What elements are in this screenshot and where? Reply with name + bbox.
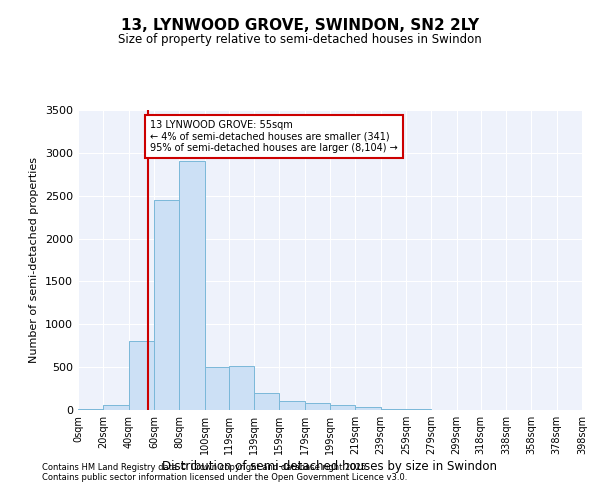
Text: Contains public sector information licensed under the Open Government Licence v3: Contains public sector information licen… xyxy=(42,474,407,482)
Bar xyxy=(103,406,128,410)
Text: 13 LYNWOOD GROVE: 55sqm
← 4% of semi-detached houses are smaller (341)
95% of se: 13 LYNWOOD GROVE: 55sqm ← 4% of semi-det… xyxy=(150,120,398,154)
Bar xyxy=(280,402,305,410)
Bar xyxy=(254,393,280,410)
Y-axis label: Number of semi-detached properties: Number of semi-detached properties xyxy=(29,157,40,363)
Bar xyxy=(305,403,330,410)
X-axis label: Distribution of semi-detached houses by size in Swindon: Distribution of semi-detached houses by … xyxy=(163,460,497,473)
Text: Size of property relative to semi-detached houses in Swindon: Size of property relative to semi-detach… xyxy=(118,32,482,46)
Bar xyxy=(229,366,254,410)
Bar xyxy=(179,162,205,410)
Bar xyxy=(355,408,380,410)
Bar xyxy=(78,409,103,410)
Bar xyxy=(128,342,154,410)
Bar xyxy=(154,200,179,410)
Bar xyxy=(380,408,406,410)
Text: Contains HM Land Registry data © Crown copyright and database right 2025.: Contains HM Land Registry data © Crown c… xyxy=(42,464,368,472)
Bar xyxy=(330,405,355,410)
Text: 13, LYNWOOD GROVE, SWINDON, SN2 2LY: 13, LYNWOOD GROVE, SWINDON, SN2 2LY xyxy=(121,18,479,32)
Bar xyxy=(205,367,229,410)
Bar xyxy=(406,409,431,410)
